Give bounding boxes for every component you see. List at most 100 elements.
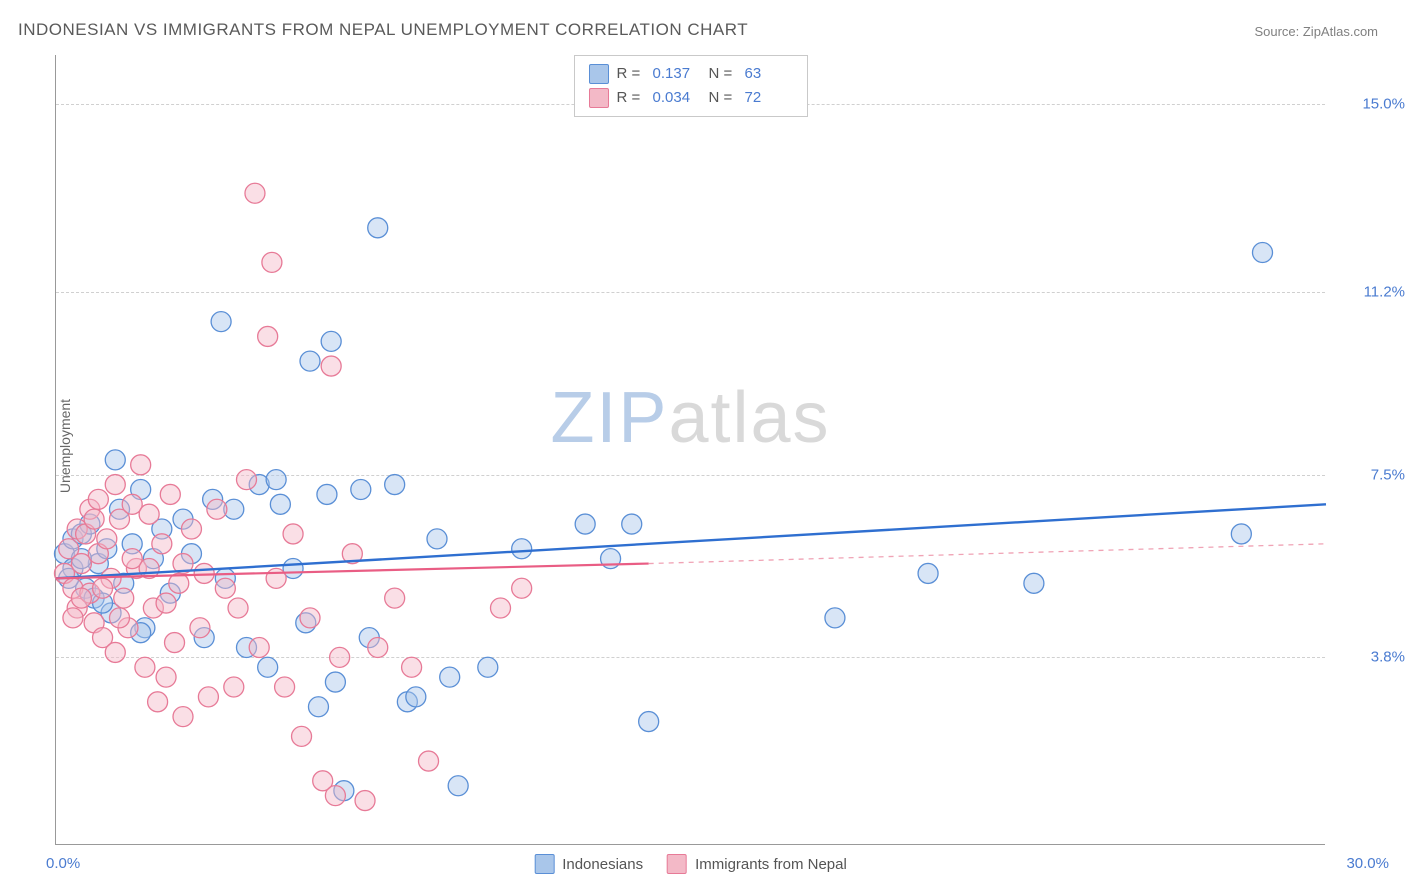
scatter-point (190, 618, 210, 638)
legend-item-1: Indonesians (534, 854, 643, 874)
scatter-point (427, 529, 447, 549)
scatter-point (321, 331, 341, 351)
scatter-point (266, 568, 286, 588)
scatter-point (385, 475, 405, 495)
swatch-series-2 (589, 88, 609, 108)
scatter-point (245, 183, 265, 203)
stats-row-series-1: R = 0.137 N = 63 (589, 62, 793, 86)
scatter-point (448, 776, 468, 796)
scatter-point (160, 484, 180, 504)
scatter-point (131, 455, 151, 475)
scatter-point (105, 475, 125, 495)
scatter-point (283, 524, 303, 544)
y-tick: 11.2% (1335, 284, 1405, 301)
scatter-point (139, 504, 159, 524)
scatter-point (114, 588, 134, 608)
scatter-point (258, 326, 278, 346)
stats-row-series-2: R = 0.034 N = 72 (589, 86, 793, 110)
stats-r-value-1: 0.137 (653, 62, 701, 86)
scatter-point (512, 578, 532, 598)
scatter-point (491, 598, 511, 618)
scatter-point (639, 712, 659, 732)
stats-r-label: R = (617, 86, 645, 110)
stats-legend-box: R = 0.137 N = 63 R = 0.034 N = 72 (574, 55, 808, 117)
scatter-point (368, 638, 388, 658)
y-tick: 15.0% (1335, 96, 1405, 113)
scatter-point (1253, 243, 1273, 263)
plot-area: ZIPatlas R = 0.137 N = 63 R = 0.034 N = … (55, 55, 1325, 845)
legend-label-1: Indonesians (562, 856, 643, 873)
scatter-point (249, 638, 269, 658)
scatter-point (1231, 524, 1251, 544)
scatter-point (266, 470, 286, 490)
scatter-chart-svg (56, 55, 1325, 844)
scatter-point (918, 563, 938, 583)
scatter-point (224, 677, 244, 697)
scatter-point (321, 356, 341, 376)
scatter-point (300, 608, 320, 628)
scatter-point (325, 672, 345, 692)
scatter-point (93, 578, 113, 598)
scatter-point (152, 534, 172, 554)
scatter-point (419, 751, 439, 771)
scatter-point (402, 657, 422, 677)
scatter-point (211, 312, 231, 332)
scatter-point (228, 598, 248, 618)
scatter-point (110, 608, 130, 628)
y-tick: 7.5% (1335, 466, 1405, 483)
scatter-point (173, 707, 193, 727)
legend-bottom: Indonesians Immigrants from Nepal (534, 854, 847, 874)
trend-line (56, 504, 1326, 578)
scatter-point (198, 687, 218, 707)
scatter-point (512, 539, 532, 559)
scatter-point (478, 657, 498, 677)
scatter-point (135, 657, 155, 677)
scatter-point (148, 692, 168, 712)
scatter-point (262, 252, 282, 272)
legend-swatch-2 (667, 854, 687, 874)
scatter-point (1024, 573, 1044, 593)
scatter-point (385, 588, 405, 608)
scatter-point (351, 480, 371, 500)
scatter-point (440, 667, 460, 687)
scatter-point (181, 519, 201, 539)
stats-n-label: N = (709, 62, 737, 86)
scatter-point (237, 470, 257, 490)
scatter-point (105, 642, 125, 662)
scatter-point (330, 647, 350, 667)
scatter-point (317, 484, 337, 504)
swatch-series-1 (589, 64, 609, 84)
scatter-point (575, 514, 595, 534)
scatter-point (325, 786, 345, 806)
chart-title: INDONESIAN VS IMMIGRANTS FROM NEPAL UNEM… (18, 20, 748, 40)
scatter-point (825, 608, 845, 628)
scatter-point (215, 578, 235, 598)
scatter-point (258, 657, 278, 677)
scatter-point (97, 529, 117, 549)
scatter-point (270, 494, 290, 514)
scatter-point (71, 588, 91, 608)
stats-n-value-2: 72 (745, 86, 793, 110)
legend-label-2: Immigrants from Nepal (695, 856, 847, 873)
scatter-point (156, 593, 176, 613)
trend-line-extrapolated (649, 544, 1326, 564)
source-attribution: Source: ZipAtlas.com (1254, 24, 1378, 39)
scatter-point (300, 351, 320, 371)
x-tick-max: 30.0% (1346, 855, 1389, 872)
scatter-point (406, 687, 426, 707)
scatter-point (368, 218, 388, 238)
scatter-point (292, 726, 312, 746)
y-tick: 3.8% (1335, 649, 1405, 666)
stats-r-label: R = (617, 62, 645, 86)
scatter-point (308, 697, 328, 717)
scatter-point (88, 489, 108, 509)
scatter-point (105, 450, 125, 470)
scatter-point (165, 633, 185, 653)
scatter-point (275, 677, 295, 697)
scatter-point (207, 499, 227, 519)
x-tick-min: 0.0% (46, 855, 80, 872)
scatter-point (355, 791, 375, 811)
scatter-point (63, 608, 83, 628)
scatter-point (622, 514, 642, 534)
scatter-point (156, 667, 176, 687)
